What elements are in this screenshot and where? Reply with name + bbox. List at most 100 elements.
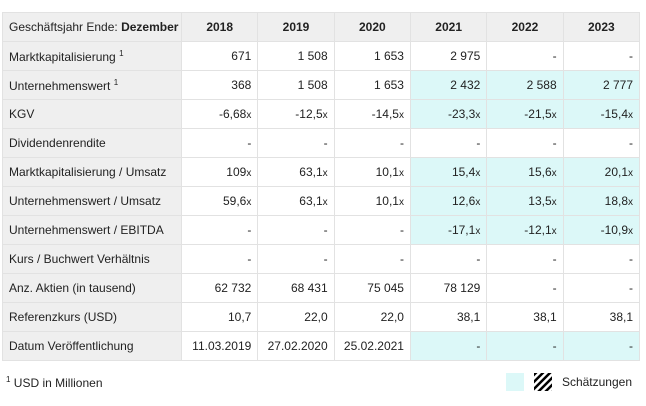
cell: 671	[180, 41, 259, 71]
cell-unit: x	[551, 197, 557, 208]
cell: 18,8x	[562, 186, 641, 216]
cell: -	[486, 273, 564, 303]
cell-unit: x	[246, 168, 252, 179]
cell: 368	[180, 70, 259, 100]
row-label: KGV	[2, 99, 182, 129]
table-row: Marktkapitalisierung 1 671 1 508 1 653 2 975…	[2, 41, 641, 71]
footer: 1 USD in Millionen Schätzungen	[6, 373, 636, 393]
year-header: 2022	[486, 12, 564, 42]
cell-value: -6,68	[218, 107, 247, 121]
cell-value: 20,1	[604, 165, 628, 179]
cell: 22,0	[257, 302, 335, 332]
cell: 1 508	[257, 41, 335, 71]
year-header: 2018	[180, 12, 259, 42]
cell-unit: x	[322, 168, 328, 179]
financial-table: Geschäftsjahr Ende: Dezember 2018 2019 202…	[2, 12, 641, 361]
cell-value: -23,3	[447, 107, 476, 121]
cell-value: 13,5	[528, 194, 552, 208]
cell: -14,5x	[333, 99, 411, 129]
cell: 22,0	[333, 302, 411, 332]
cell-unit: x	[322, 110, 328, 121]
year-header: 2023	[562, 12, 641, 42]
cell: -15,4x	[562, 99, 641, 129]
cell: -6,68x	[180, 99, 259, 129]
table-row: Unternehmenswert 1 368 1 508 1 653 2 432 2 58…	[2, 70, 641, 100]
cell: -	[333, 215, 411, 245]
table-row: Anz. Aktien (in tausend) 62 732 68 431 75 0…	[2, 273, 641, 303]
cell: 13,5x	[486, 186, 564, 216]
cell-value: -15,4	[600, 107, 628, 121]
hatch-swatch	[533, 373, 552, 391]
cell-unit: x	[398, 110, 404, 121]
cell: 2 588	[486, 70, 564, 100]
cell: -	[180, 244, 259, 274]
cell: -	[333, 128, 411, 158]
cell-unit: x	[322, 197, 328, 208]
cell: -10,9x	[562, 215, 641, 245]
cell: 15,6x	[486, 157, 564, 187]
cell: 10,7	[180, 302, 259, 332]
cell: -	[562, 128, 641, 158]
row-label: Unternehmenswert / EBITDA	[2, 215, 182, 245]
cell-unit: x	[246, 197, 252, 208]
cell: -12,1x	[486, 215, 564, 245]
cell: -12,5x	[257, 99, 335, 129]
cell: 2 777	[562, 70, 641, 100]
cell: -	[257, 128, 335, 158]
cell: -21,5x	[486, 99, 564, 129]
row-label: Marktkapitalisierung 1	[2, 41, 182, 71]
table-row: Datum Veröffentlichung 11.03.2019 27.02.20…	[2, 331, 641, 361]
table-row: Marktkapitalisierung / Umsatz 109x 63,1x 10…	[2, 157, 641, 187]
row-label-text: Referenzkurs (USD)	[9, 310, 118, 324]
table-row: Kurs / Buchwert Verhältnis - - - - - -	[2, 244, 641, 274]
cell: 15,4x	[409, 157, 488, 187]
table-row: Unternehmenswert / Umsatz 59,6x 63,1x 10,1x…	[2, 186, 641, 216]
cell: -	[486, 128, 564, 158]
cell-value: 15,4	[451, 165, 476, 179]
cell: 2 432	[409, 70, 488, 100]
cell: 11.03.2019	[180, 331, 259, 361]
cell: -	[333, 244, 411, 274]
cell: 38,1	[562, 302, 641, 332]
cell-value: -21,5	[524, 107, 552, 121]
header-row: Geschäftsjahr Ende: Dezember 2018 2019 202…	[2, 12, 641, 42]
footnote-mark: 1	[6, 375, 11, 384]
row-label: Anz. Aktien (in tausend)	[2, 273, 182, 303]
footnote-text: USD in Millionen	[13, 376, 103, 390]
cell-unit: x	[551, 110, 557, 121]
cell-unit: x	[475, 110, 481, 121]
year-header: 2021	[409, 12, 488, 42]
cell-unit: x	[475, 226, 481, 237]
table-row: Unternehmenswert / EBITDA - - - -17,1x -12,1x…	[2, 215, 641, 245]
cell: -	[180, 128, 259, 158]
cell-value: 10,1	[375, 194, 399, 208]
cell: -	[180, 215, 259, 245]
cell: -23,3x	[409, 99, 488, 129]
row-label: Referenzkurs (USD)	[2, 302, 182, 332]
cell: 2 975	[409, 41, 488, 71]
cell-value: 63,1	[299, 194, 323, 208]
cell-unit: x	[475, 197, 481, 208]
cell: 62 732	[180, 273, 259, 303]
cell: 27.02.2020	[257, 331, 335, 361]
cell: -	[486, 244, 564, 274]
cell: 25.02.2021	[333, 331, 411, 361]
cell: 1 653	[333, 41, 411, 71]
cell-unit: x	[628, 110, 633, 121]
row-label: Unternehmenswert / Umsatz	[2, 186, 182, 216]
cell: 68 431	[257, 273, 335, 303]
cell: -	[562, 41, 641, 71]
estimate-swatch	[505, 373, 524, 391]
cell: -	[562, 273, 641, 303]
cell: 63,1x	[257, 186, 335, 216]
cell-unit: x	[551, 226, 557, 237]
row-label: Unternehmenswert 1	[2, 70, 182, 100]
cell: -	[409, 244, 488, 274]
cell-unit: x	[475, 168, 481, 179]
footnote-mark: 1	[113, 77, 119, 87]
cell-value: 12,6	[451, 194, 476, 208]
cell-value: 59,6	[222, 194, 247, 208]
row-label-text: KGV	[9, 107, 35, 121]
cell: -	[562, 244, 641, 274]
row-label: Datum Veröffentlichung	[2, 331, 182, 361]
